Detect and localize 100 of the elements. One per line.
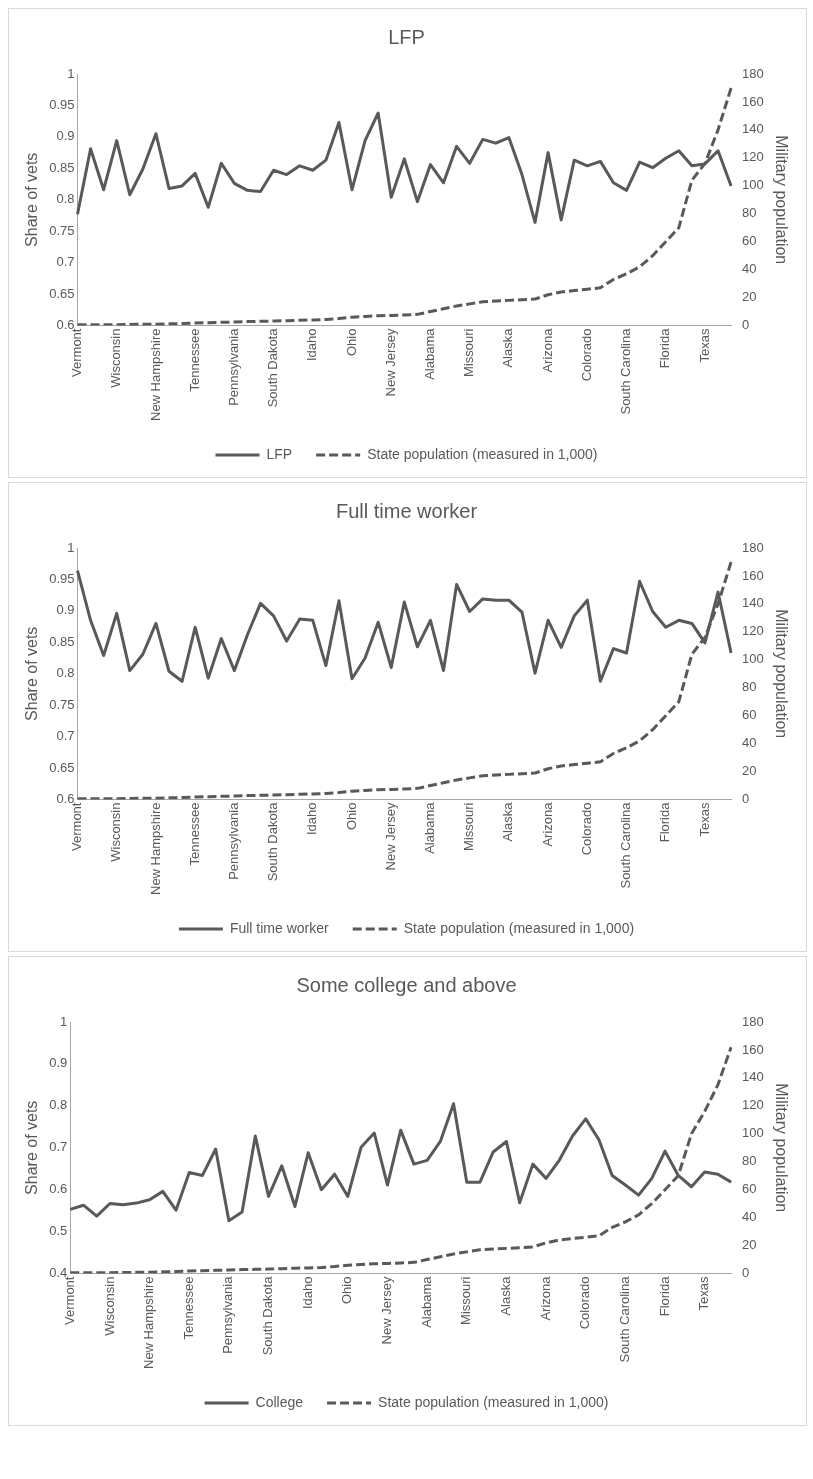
legend-label: College xyxy=(255,1393,304,1410)
y-axis-title: Share of vets xyxy=(23,1100,41,1195)
y2-tick-label: 20 xyxy=(742,763,757,779)
x-tick-label: Vermont xyxy=(69,802,85,851)
x-tick-label: Colorado xyxy=(578,328,594,382)
x-tick-label: Tennessee xyxy=(180,1276,196,1340)
x-tick-label: Alabama xyxy=(418,1275,434,1328)
x-tick-label: Florida xyxy=(657,327,673,369)
y-tick-label: 0.75 xyxy=(49,222,75,238)
x-tick-label: New Hampshire xyxy=(147,802,163,896)
y2-tick-label: 40 xyxy=(742,1209,757,1225)
y2-tick-label: 140 xyxy=(742,121,764,137)
y2-tick-label: 120 xyxy=(742,1097,764,1113)
x-tick-label: New Hampshire xyxy=(141,1276,157,1370)
x-tick-label: Missouri xyxy=(458,1276,474,1325)
x-tick-label: Alaska xyxy=(498,1275,513,1316)
x-tick-label: South Dakota xyxy=(265,801,281,882)
y2-tick-label: 140 xyxy=(742,595,764,611)
y2-tick-label: 0 xyxy=(742,317,750,333)
y-tick-label: 1 xyxy=(60,1013,68,1029)
y2-tick-label: 100 xyxy=(742,651,764,667)
x-tick-label: South Carolina xyxy=(618,801,634,889)
chart-title: Full time worker xyxy=(335,499,478,522)
y2-tick-label: 0 xyxy=(742,1265,750,1281)
y2-tick-label: 180 xyxy=(742,1013,764,1029)
y2-tick-label: 60 xyxy=(742,233,757,249)
y2-tick-label: 80 xyxy=(742,1153,757,1169)
x-tick-label: South Carolina xyxy=(618,327,634,415)
y2-tick-label: 160 xyxy=(742,1041,764,1057)
x-tick-label: Tennessee xyxy=(186,328,202,392)
y-tick-label: 0.85 xyxy=(49,159,75,175)
y2-tick-label: 180 xyxy=(742,65,764,81)
chart-title: LFP xyxy=(388,25,425,48)
x-tick-label: Florida xyxy=(657,801,673,843)
y-tick-label: 0.7 xyxy=(56,728,75,744)
x-tick-label: South Carolina xyxy=(616,1275,632,1363)
y-tick-label: 0.65 xyxy=(49,285,75,301)
y-tick-label: 1 xyxy=(67,65,75,81)
y-tick-label: 0.5 xyxy=(49,1223,68,1239)
x-tick-label: Ohio xyxy=(343,328,359,356)
x-tick-label: Ohio xyxy=(339,1276,355,1304)
x-tick-label: Vermont xyxy=(61,1276,77,1325)
legend-label: LFP xyxy=(266,445,293,462)
chart-title: Some college and above xyxy=(296,973,517,996)
y-tick-label: 0.6 xyxy=(49,1181,68,1197)
y-tick-label: 0.9 xyxy=(49,1055,68,1071)
y2-tick-label: 60 xyxy=(742,1181,757,1197)
x-tick-label: Tennessee xyxy=(186,802,202,866)
x-tick-label: Pennsylvania xyxy=(225,801,241,880)
y2-axis-title: Military population xyxy=(772,609,790,739)
y-tick-label: 0.7 xyxy=(49,1139,68,1155)
x-tick-label: Vermont xyxy=(69,328,85,377)
y2-tick-label: 180 xyxy=(742,539,764,555)
x-tick-label: Pennsylvania xyxy=(220,1275,236,1354)
y2-axis-title: Military population xyxy=(772,1083,790,1213)
y2-tick-label: 0 xyxy=(742,791,750,807)
y2-tick-label: 20 xyxy=(742,1237,757,1253)
x-tick-label: Alabama xyxy=(422,801,438,854)
x-tick-label: New Jersey xyxy=(382,802,398,871)
x-tick-label: South Dakota xyxy=(260,1275,276,1356)
y-axis-title: Share of vets xyxy=(23,152,41,247)
x-tick-label: Arizona xyxy=(537,1275,553,1321)
y-tick-label: 0.95 xyxy=(49,97,75,113)
x-tick-label: South Dakota xyxy=(265,327,281,408)
y-tick-label: 0.8 xyxy=(56,665,75,681)
y2-tick-label: 40 xyxy=(742,261,757,277)
x-tick-label: Missouri xyxy=(461,328,477,377)
x-tick-label: New Jersey xyxy=(379,1276,395,1345)
x-tick-label: Wisconsin xyxy=(101,1276,117,1336)
x-tick-label: Texas xyxy=(696,802,712,837)
y-tick-label: 0.7 xyxy=(56,254,75,270)
y-tick-label: 1 xyxy=(67,539,75,555)
x-tick-label: Wisconsin xyxy=(108,802,124,862)
x-tick-label: Idaho xyxy=(304,328,320,362)
y-axis-title: Share of vets xyxy=(23,626,41,721)
x-tick-label: Arizona xyxy=(539,801,555,847)
y2-tick-label: 160 xyxy=(742,567,764,583)
x-tick-label: Arizona xyxy=(539,327,555,373)
legend-label: State population (measured in 1,000) xyxy=(403,919,635,936)
x-tick-label: Pennsylvania xyxy=(225,327,241,406)
y-tick-label: 0.8 xyxy=(56,191,75,207)
y-tick-label: 0.75 xyxy=(49,696,75,712)
x-tick-label: Colorado xyxy=(577,1276,593,1330)
x-tick-label: Alabama xyxy=(422,327,438,380)
y2-tick-label: 160 xyxy=(742,93,764,109)
y-tick-label: 0.95 xyxy=(49,571,75,587)
y-tick-label: 0.9 xyxy=(56,602,75,618)
y-tick-label: 0.8 xyxy=(49,1097,68,1113)
y2-axis-title: Military population xyxy=(772,135,790,265)
x-tick-label: Florida xyxy=(656,1275,672,1317)
y2-tick-label: 120 xyxy=(742,149,764,165)
y2-tick-label: 120 xyxy=(742,623,764,639)
y-tick-label: 0.85 xyxy=(49,633,75,649)
y2-tick-label: 80 xyxy=(742,679,757,695)
y-tick-label: 0.9 xyxy=(56,128,75,144)
y2-tick-label: 80 xyxy=(742,205,757,221)
x-tick-label: Colorado xyxy=(578,802,594,856)
x-tick-label: Texas xyxy=(696,1276,712,1311)
x-tick-label: Idaho xyxy=(304,802,320,836)
x-tick-label: Alaska xyxy=(500,801,516,842)
